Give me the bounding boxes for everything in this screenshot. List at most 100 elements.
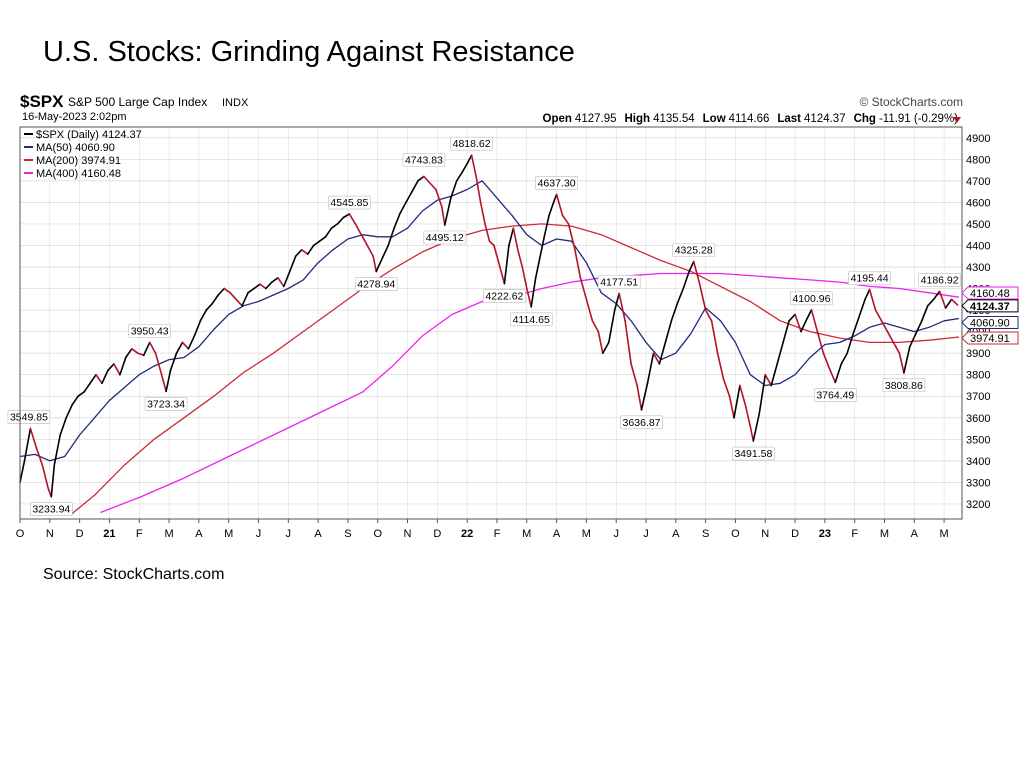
annotation-label: 4818.62: [453, 138, 491, 150]
annotation-box: [848, 271, 891, 285]
last-label: Last: [777, 113, 801, 125]
price-segment: [591, 319, 600, 333]
tag-value: 3974.91: [970, 333, 1010, 345]
price-segment: [229, 291, 237, 301]
price-segment: [886, 330, 895, 344]
price-segment: [342, 213, 351, 219]
price-annotation: 3950.43: [128, 324, 171, 338]
price-segment: [543, 214, 550, 236]
price-segment: [375, 257, 384, 273]
annotation-box: [402, 153, 446, 167]
price-segment: [607, 309, 616, 344]
price-segment: [806, 309, 813, 320]
tag-value: 4124.37: [970, 301, 1010, 313]
price-segment: [794, 313, 802, 333]
price-segment: [512, 227, 519, 251]
annotation-box: [354, 277, 398, 291]
x-tick-label: O: [16, 528, 25, 540]
x-tick-label: N: [46, 528, 54, 540]
annotation-label: 4186.92: [921, 274, 959, 286]
x-tick-label: A: [672, 528, 680, 540]
price-segment: [479, 201, 486, 225]
high-value: 4135.54: [653, 113, 695, 125]
annotation-label: 4495.12: [426, 232, 464, 244]
tag-box: [961, 315, 1019, 329]
price-segment: [101, 369, 109, 385]
price-segment: [898, 352, 905, 374]
price-segment: [749, 425, 755, 442]
annotation-label: 4545.85: [330, 197, 368, 209]
price-segment: [330, 223, 339, 229]
y-tick-label: 4400: [966, 240, 990, 252]
price-segment: [187, 335, 196, 350]
annotation-box: [30, 502, 73, 516]
x-tick-label: N: [761, 528, 769, 540]
y-tick-label: 4900: [966, 133, 990, 145]
price-segment: [405, 190, 413, 204]
price-segment: [125, 347, 133, 359]
annotation-label: 4743.83: [405, 154, 443, 166]
price-segment: [360, 233, 369, 247]
x-tick-label: J: [286, 528, 292, 540]
price-segment: [613, 292, 621, 311]
chart-date: 16-May-2023 2:02pm: [22, 111, 127, 123]
price-segment: [658, 341, 667, 365]
price-segment: [704, 309, 713, 322]
price-segment: [288, 255, 297, 273]
price-segment: [555, 193, 564, 217]
price-segment: [193, 319, 202, 337]
price-segment: [950, 298, 959, 306]
low-value: 4114.66: [729, 113, 770, 125]
price-segment: [521, 266, 528, 290]
x-tick-label: M: [224, 528, 233, 540]
price-segment: [53, 434, 62, 467]
annotation-box: [918, 273, 961, 287]
price-segment: [41, 464, 50, 490]
price-annotation: 4818.62: [450, 136, 493, 151]
annotation-label: 4222.62: [485, 291, 523, 303]
y-tick-label: 4600: [966, 197, 990, 209]
legend-label: MA(200) 3974.91: [36, 155, 121, 167]
price-segment: [892, 341, 901, 355]
price-annotation: 3764.49: [814, 388, 857, 402]
price-segment: [552, 193, 558, 204]
price-segment: [822, 352, 831, 370]
price-segment: [241, 291, 249, 307]
x-tick-label: 23: [819, 528, 831, 540]
x-tick-label: D: [433, 528, 441, 540]
x-tick-label: S: [344, 528, 351, 540]
legend-entry: MA(400) 4160.48: [24, 168, 121, 180]
price-segment: [423, 175, 431, 184]
price-segment: [393, 212, 401, 229]
price-segment: [199, 309, 208, 322]
ma50-layer: [19, 180, 960, 462]
price-segment: [597, 330, 604, 355]
price-segment: [387, 227, 395, 247]
price-segment: [19, 459, 26, 484]
annotation-label: 3491.58: [734, 448, 772, 460]
x-tick-label: S: [702, 528, 709, 540]
annotation-box: [790, 291, 833, 306]
annotation-label: 3723.34: [147, 398, 185, 410]
price-segment: [381, 244, 390, 260]
price-segment: [728, 395, 735, 419]
price-segment: [455, 170, 464, 182]
annotation-label: 4177.51: [600, 276, 638, 288]
price-segment: [503, 244, 510, 285]
price-segment: [499, 266, 506, 285]
price-segment: [306, 244, 315, 255]
high-label: High: [625, 113, 651, 125]
price-segment: [470, 154, 477, 178]
price-segment: [561, 214, 570, 225]
price-segment: [324, 227, 333, 238]
price-annotation: 4545.85: [328, 195, 371, 210]
tag-value: 4060.90: [970, 317, 1010, 329]
annotation-label: 3233.94: [32, 504, 70, 516]
chart-background: [20, 91, 962, 545]
x-tick-label: F: [136, 528, 143, 540]
price-segment: [788, 313, 796, 322]
price-segment: [65, 403, 73, 419]
price-segment: [846, 332, 855, 355]
annotation-label: 3808.86: [885, 380, 923, 392]
x-tick-label: M: [880, 528, 889, 540]
